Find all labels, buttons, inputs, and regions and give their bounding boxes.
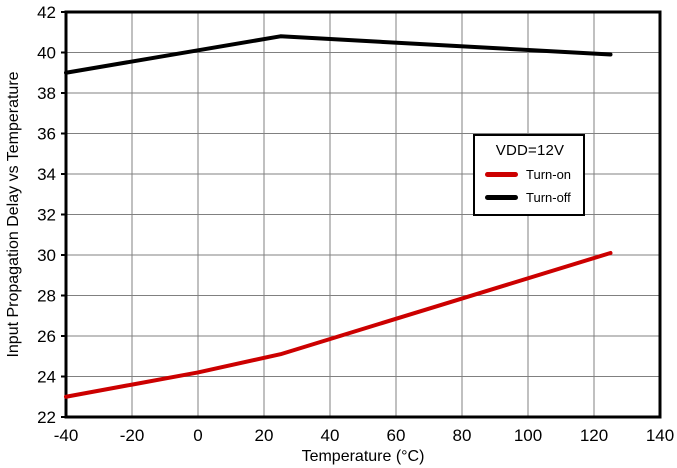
legend-item-turn-on: Turn-on [485,167,575,182]
y-tick-label: 36 [37,125,56,144]
legend-title: VDD=12V [495,142,565,159]
y-tick-label: 32 [37,206,56,225]
x-tick-label: 120 [580,426,608,445]
x-tick-label: 100 [514,426,542,445]
y-axis-title: Input Propagation Delay vs Temperature [5,71,22,357]
y-tick-label: 38 [37,84,56,103]
turn-on-line-swatch [485,172,518,177]
x-tick-label: 0 [193,426,202,445]
x-tick-label: 40 [321,426,340,445]
y-tick-label: 24 [37,368,56,387]
turn-on-line [64,250,613,399]
x-tick-label: 20 [255,426,274,445]
x-tick-label: -40 [54,426,79,445]
y-tick-label: 40 [37,44,56,63]
y-tick-label: 28 [37,287,56,306]
y-tick-label: 26 [37,327,56,346]
legend-label-turn-off: Turn-off [526,190,571,205]
x-axis-title: Temperature (°C) [302,448,425,465]
y-tick-label: 30 [37,246,56,265]
turn-off-line [64,34,613,75]
legend-item-turn-off: Turn-off [485,190,575,205]
legend-box: VDD=12V Turn-on Turn-off [473,134,585,216]
y-tick-label: 34 [37,165,56,184]
legend-label-turn-on: Turn-on [526,167,572,182]
x-tick-label: 140 [646,426,674,445]
y-tick-label: 22 [37,408,56,427]
turn-off-line-swatch [485,195,518,200]
x-tick-label: -20 [120,426,145,445]
x-tick-label: 60 [387,426,406,445]
x-tick-label: 80 [453,426,472,445]
y-tick-label: 42 [37,3,56,22]
